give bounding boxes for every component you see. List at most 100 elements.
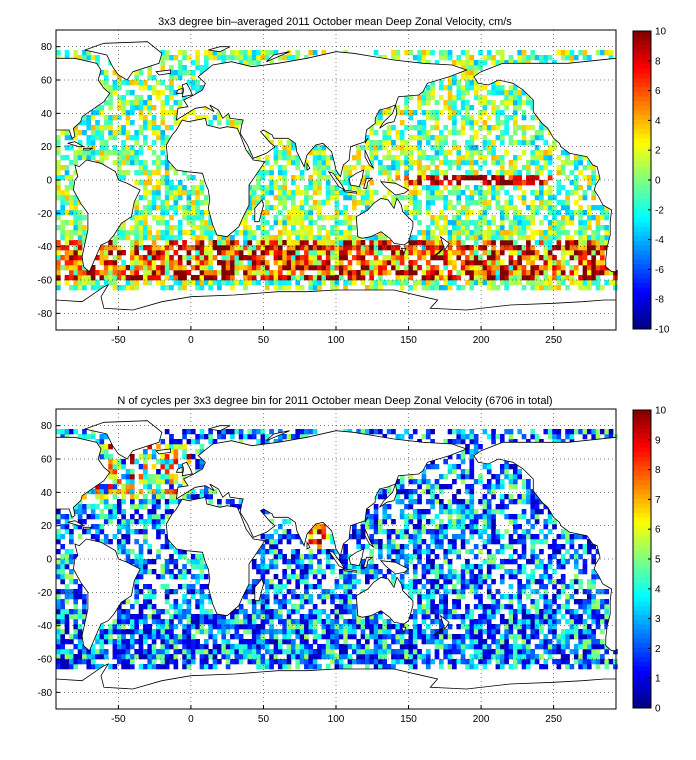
- data-cell: [547, 175, 553, 181]
- data-cell: [151, 594, 157, 600]
- data-cell: [312, 280, 318, 286]
- data-cell: [512, 654, 518, 660]
- data-cell: [582, 619, 588, 625]
- data-cell: [517, 654, 522, 660]
- data-cell: [295, 255, 301, 261]
- data-cell: [317, 544, 322, 550]
- data-cell: [173, 649, 179, 655]
- data-cell: [286, 270, 292, 276]
- data-cell: [177, 70, 183, 76]
- data-cell: [338, 245, 344, 251]
- data-cell: [351, 255, 357, 261]
- data-cell: [521, 654, 527, 660]
- data-cell: [443, 150, 449, 156]
- data-cell: [169, 644, 174, 650]
- colorbar-segment: [633, 235, 651, 241]
- data-cell: [434, 100, 440, 106]
- data-cell: [534, 205, 540, 211]
- data-cell: [447, 245, 453, 251]
- data-cell: [169, 65, 174, 71]
- data-cell: [116, 235, 122, 241]
- data-cell: [373, 659, 379, 665]
- data-cell: [365, 185, 370, 191]
- data-cell: [134, 150, 139, 156]
- data-cell: [312, 260, 318, 266]
- data-cell: [586, 629, 592, 635]
- data-cell: [486, 564, 492, 570]
- data-cell: [277, 554, 283, 560]
- data-cell: [138, 180, 144, 186]
- data-cell: [160, 145, 166, 151]
- data-cell: [517, 55, 522, 61]
- data-cell: [77, 255, 83, 261]
- data-cell: [521, 180, 527, 186]
- data-cell: [82, 280, 87, 286]
- data-cell: [351, 649, 357, 655]
- data-cell: [447, 250, 453, 256]
- data-cell: [508, 664, 514, 670]
- data-cell: [369, 240, 375, 246]
- data-cell: [547, 265, 553, 271]
- data-cell: [543, 255, 549, 261]
- data-cell: [182, 614, 187, 620]
- data-cell: [604, 215, 610, 221]
- data-cell: [517, 225, 522, 231]
- data-cell: [312, 569, 318, 575]
- data-cell: [439, 150, 444, 156]
- data-cell: [195, 649, 200, 655]
- data-cell: [129, 215, 135, 221]
- data-cell: [95, 60, 100, 66]
- data-cell: [482, 614, 488, 620]
- data-cell: [425, 270, 431, 276]
- data-cell: [473, 589, 479, 595]
- data-cell: [447, 80, 453, 86]
- data-cell: [203, 50, 209, 56]
- data-cell: [82, 609, 87, 615]
- data-cell: [512, 594, 518, 600]
- data-cell: [173, 55, 179, 61]
- data-cell: [251, 245, 257, 251]
- data-cell: [534, 599, 540, 605]
- data-cell: [399, 285, 405, 291]
- data-cell: [108, 280, 113, 286]
- data-cell: [304, 599, 309, 605]
- data-cell: [225, 644, 231, 650]
- data-cell: [325, 564, 331, 570]
- data-cell: [425, 235, 431, 241]
- data-cell: [108, 135, 113, 141]
- data-cell: [304, 594, 309, 600]
- data-cell: [508, 95, 514, 101]
- data-cell: [560, 564, 566, 570]
- data-cell: [208, 629, 213, 635]
- data-cell: [547, 579, 553, 585]
- data-cell: [177, 120, 183, 126]
- data-cell: [456, 594, 462, 600]
- data-cell: [578, 619, 583, 625]
- data-cell: [373, 649, 379, 655]
- data-cell: [478, 115, 483, 121]
- data-cell: [195, 285, 200, 291]
- data-cell: [578, 285, 583, 291]
- data-cell: [147, 210, 153, 216]
- data-cell: [465, 629, 470, 635]
- data-cell: [534, 624, 540, 630]
- data-cell: [147, 584, 153, 590]
- data-cell: [452, 604, 457, 610]
- data-cell: [447, 160, 453, 166]
- data-cell: [395, 649, 401, 655]
- data-cell: [321, 574, 327, 580]
- data-cell: [295, 235, 301, 241]
- data-cell: [530, 649, 536, 655]
- data-cell: [486, 260, 492, 266]
- data-cell: [343, 240, 348, 246]
- data-cell: [269, 664, 274, 670]
- data-cell: [430, 180, 435, 186]
- data-cell: [586, 205, 592, 211]
- data-cell: [212, 55, 218, 61]
- data-cell: [504, 280, 509, 286]
- data-cell: [491, 235, 496, 241]
- data-cell: [151, 150, 157, 156]
- data-cell: [116, 644, 122, 650]
- data-cell: [517, 584, 522, 590]
- data-cell: [147, 110, 153, 116]
